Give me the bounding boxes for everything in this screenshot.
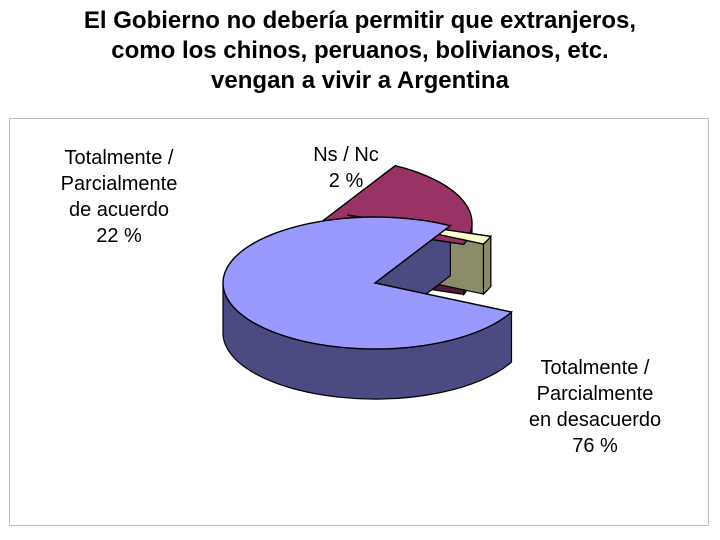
label-desacuerdo-line-1: Totalmente / xyxy=(540,357,650,379)
label-ns-nc-value: 2 % xyxy=(328,170,364,192)
label-de-acuerdo-line-2: Parcialmente xyxy=(60,173,178,195)
label-desacuerdo: Totalmente / Parcialmente en desacuerdo … xyxy=(500,355,690,459)
slice-desacuerdo xyxy=(222,216,514,350)
label-desacuerdo-line-3: en desacuerdo xyxy=(528,409,662,431)
label-de-acuerdo-value: 22 % xyxy=(96,225,142,247)
label-ns-nc-line-1: Ns / Nc xyxy=(313,144,379,166)
label-de-acuerdo-line-1: Totalmente / xyxy=(64,147,174,169)
title-line-2: como los chinos, peruanos, bolivianos, e… xyxy=(111,37,609,64)
label-ns-nc: Ns / Nc 2 % xyxy=(286,142,406,194)
chart-title: El Gobierno no debería permitir que extr… xyxy=(0,6,720,96)
chart-area xyxy=(9,118,709,526)
label-de-acuerdo: Totalmente / Parcialmente de acuerdo 22 … xyxy=(34,145,204,249)
title-line-3: vengan a vivir a Argentina xyxy=(211,67,509,94)
label-desacuerdo-value: 76 % xyxy=(572,435,618,457)
pie-tops xyxy=(222,164,514,350)
slice-ns-nc-side xyxy=(482,234,492,296)
title-line-1: El Gobierno no debería permitir que extr… xyxy=(83,7,637,34)
label-desacuerdo-line-2: Parcialmente xyxy=(536,383,654,405)
label-de-acuerdo-line-3: de acuerdo xyxy=(68,199,170,221)
